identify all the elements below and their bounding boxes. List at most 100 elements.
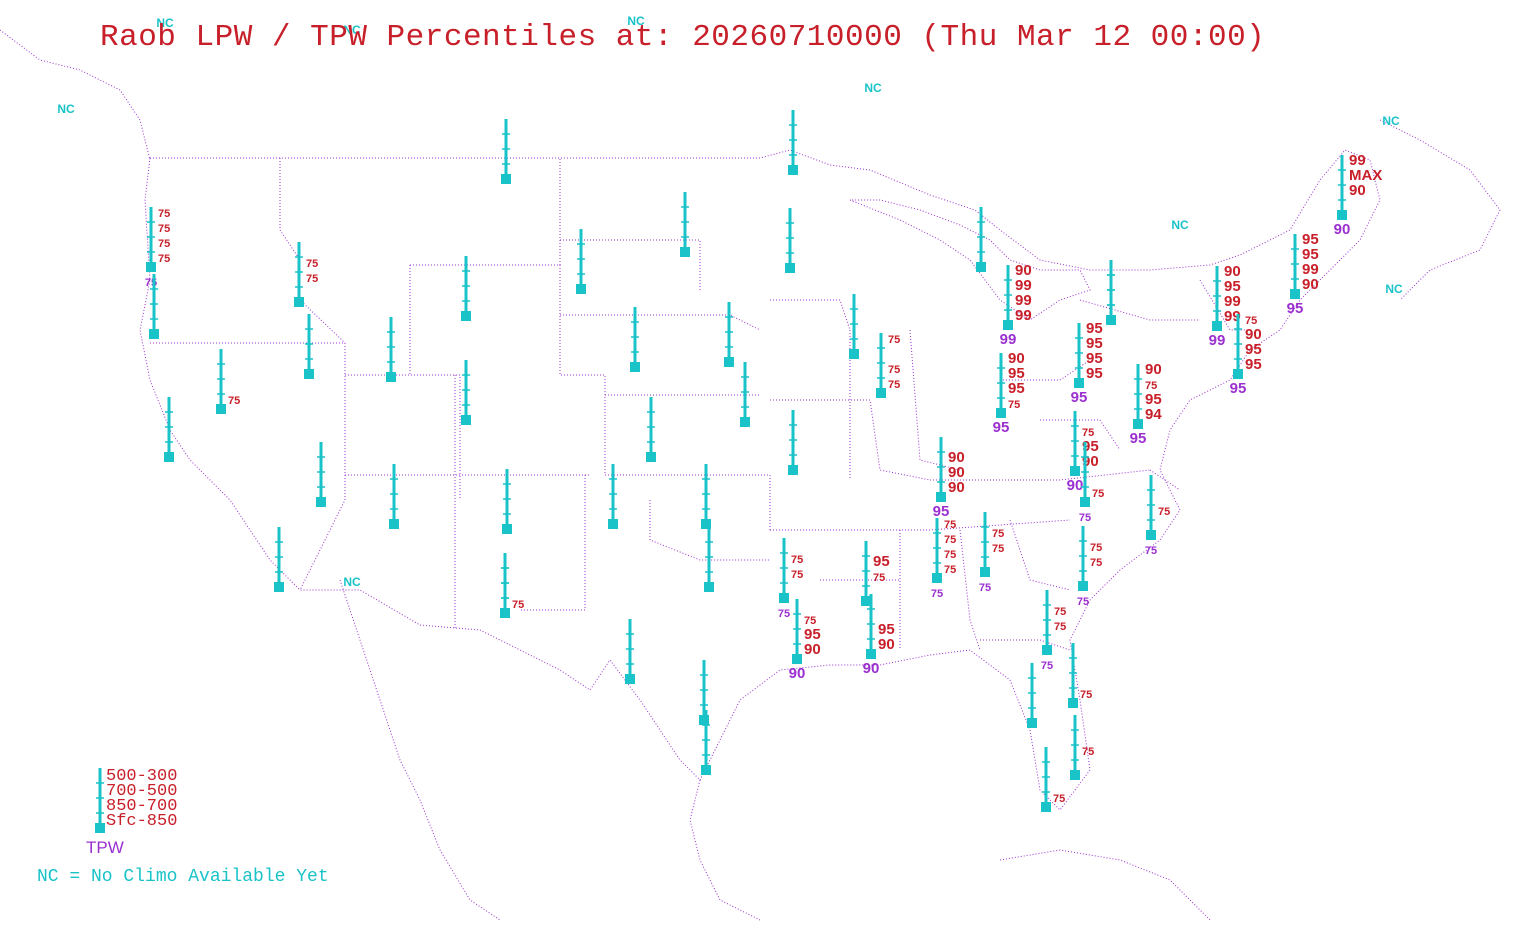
station-marker bbox=[701, 519, 711, 529]
lpw-percentile-label: 90 bbox=[1349, 182, 1366, 199]
lpw-percentile-label: 75 bbox=[228, 395, 240, 407]
lpw-percentile-label: 95 bbox=[1008, 380, 1025, 397]
station-s55 bbox=[1027, 663, 1037, 728]
station-marker bbox=[980, 567, 990, 577]
station-marker bbox=[996, 408, 1006, 418]
us-outline bbox=[139, 149, 1381, 811]
lpw-percentile-label: 75 bbox=[158, 223, 170, 235]
lpw-percentile-label: 75 bbox=[992, 528, 1004, 540]
station-marker bbox=[788, 465, 798, 475]
state-line bbox=[299, 343, 346, 591]
station-marker bbox=[861, 596, 871, 606]
station-marker bbox=[704, 582, 714, 592]
lpw-percentile-label: 90 bbox=[948, 449, 965, 466]
station-s3 bbox=[164, 397, 174, 462]
state-line bbox=[560, 314, 761, 331]
station-marker bbox=[149, 329, 159, 339]
lpw-percentile-label: 75 bbox=[1054, 621, 1066, 633]
lpw-percentile-label: 75 bbox=[158, 238, 170, 250]
nc-label: NC bbox=[1385, 282, 1403, 296]
station-marker bbox=[740, 417, 750, 427]
tpw-percentile-label: 75 bbox=[778, 608, 790, 620]
lpw-percentile-label: 99 bbox=[1349, 152, 1366, 169]
station-s7 bbox=[274, 527, 284, 592]
station-marker bbox=[608, 519, 618, 529]
state-line bbox=[1079, 299, 1200, 321]
station-marker bbox=[936, 492, 946, 502]
station-marker bbox=[1133, 419, 1143, 429]
lpw-percentile-label: 90 bbox=[1015, 262, 1032, 279]
station-marker bbox=[1078, 581, 1088, 591]
station-s58: 75 bbox=[1041, 747, 1065, 812]
tpw-percentile-label: 95 bbox=[1230, 380, 1247, 397]
tpw-percentile-label: 75 bbox=[979, 582, 991, 594]
station-s40 bbox=[976, 207, 986, 272]
station-s13 bbox=[501, 119, 511, 184]
station-s39: 75 75 75 bbox=[876, 333, 900, 398]
lpw-percentile-label: 75 bbox=[791, 569, 803, 581]
tpw-percentile-label: 90 bbox=[789, 665, 806, 682]
station-marker bbox=[625, 674, 635, 684]
station-s23 bbox=[704, 527, 714, 592]
station-s19 bbox=[630, 307, 640, 372]
tpw-percentile-label: 90 bbox=[1067, 477, 1084, 494]
state-line bbox=[1149, 469, 1181, 491]
lpw-percentile-label: 90 bbox=[1145, 361, 1162, 378]
lpw-percentile-label: 75 bbox=[888, 334, 900, 346]
lpw-percentile-label: 75 bbox=[1090, 557, 1102, 569]
lpw-percentile-label: 75 bbox=[1082, 746, 1094, 758]
station-s28 bbox=[701, 710, 711, 775]
state-line bbox=[520, 475, 586, 611]
station-s54: 75 75 bbox=[1145, 475, 1170, 557]
legend-layer-500-300: 500-300 bbox=[106, 767, 178, 786]
lpw-percentile-label: 94 bbox=[1145, 406, 1162, 423]
station-marker bbox=[1042, 645, 1052, 655]
lpw-percentile-label: 95 bbox=[1245, 356, 1262, 373]
station-marker bbox=[866, 649, 876, 659]
tpw-percentile-label: 95 bbox=[1071, 389, 1088, 406]
station-s12 bbox=[461, 360, 471, 425]
station-marker bbox=[304, 369, 314, 379]
station-marker bbox=[724, 357, 734, 367]
station-marker bbox=[1233, 369, 1243, 379]
coast-cuba bbox=[999, 849, 1211, 921]
great-lakes bbox=[849, 199, 1091, 321]
lpw-percentile-label: 99 bbox=[1015, 307, 1032, 324]
legend-layer-sfc-850: Sfc-850 bbox=[106, 812, 178, 831]
lpw-percentile-label: 95 bbox=[878, 621, 895, 638]
lpw-percentile-label: 75 bbox=[944, 549, 956, 561]
lpw-percentile-label: 75 bbox=[512, 599, 524, 611]
nc-label: NC bbox=[864, 81, 882, 95]
lpw-percentile-label: 95 bbox=[873, 553, 890, 570]
lpw-percentile-label: 75 bbox=[791, 554, 803, 566]
legend-tpw-label: TPW bbox=[86, 838, 124, 857]
state-line bbox=[345, 374, 461, 500]
lpw-percentile-label: 75 bbox=[1245, 315, 1257, 327]
station-marker bbox=[785, 263, 795, 273]
tpw-percentile-label: 75 bbox=[1079, 512, 1091, 524]
station-s48: 75 75 75 bbox=[1077, 526, 1102, 608]
lpw-percentile-label: 99 bbox=[1015, 292, 1032, 309]
lpw-percentile-label: 99 bbox=[1224, 293, 1241, 310]
coast-mexico bbox=[339, 579, 501, 921]
nc-label: NC bbox=[627, 14, 645, 28]
lpw-percentile-label: 75 bbox=[306, 273, 318, 285]
legend-layer-850-700: 850-700 bbox=[106, 797, 178, 816]
nc-label: NC bbox=[343, 23, 361, 37]
station-s24 bbox=[724, 302, 734, 367]
station-marker bbox=[576, 284, 586, 294]
station-marker bbox=[1068, 698, 1078, 708]
lpw-percentile-label: 75 bbox=[1054, 606, 1066, 618]
lpw-percentile-label: 75 bbox=[158, 208, 170, 220]
station-marker bbox=[1003, 320, 1013, 330]
station-s2 bbox=[149, 274, 159, 339]
station-marker bbox=[274, 582, 284, 592]
legend-nc-note: NC = No Climo Available Yet bbox=[37, 867, 329, 887]
station-s29: 75 75 75 bbox=[778, 538, 803, 620]
state-line bbox=[980, 639, 1071, 651]
